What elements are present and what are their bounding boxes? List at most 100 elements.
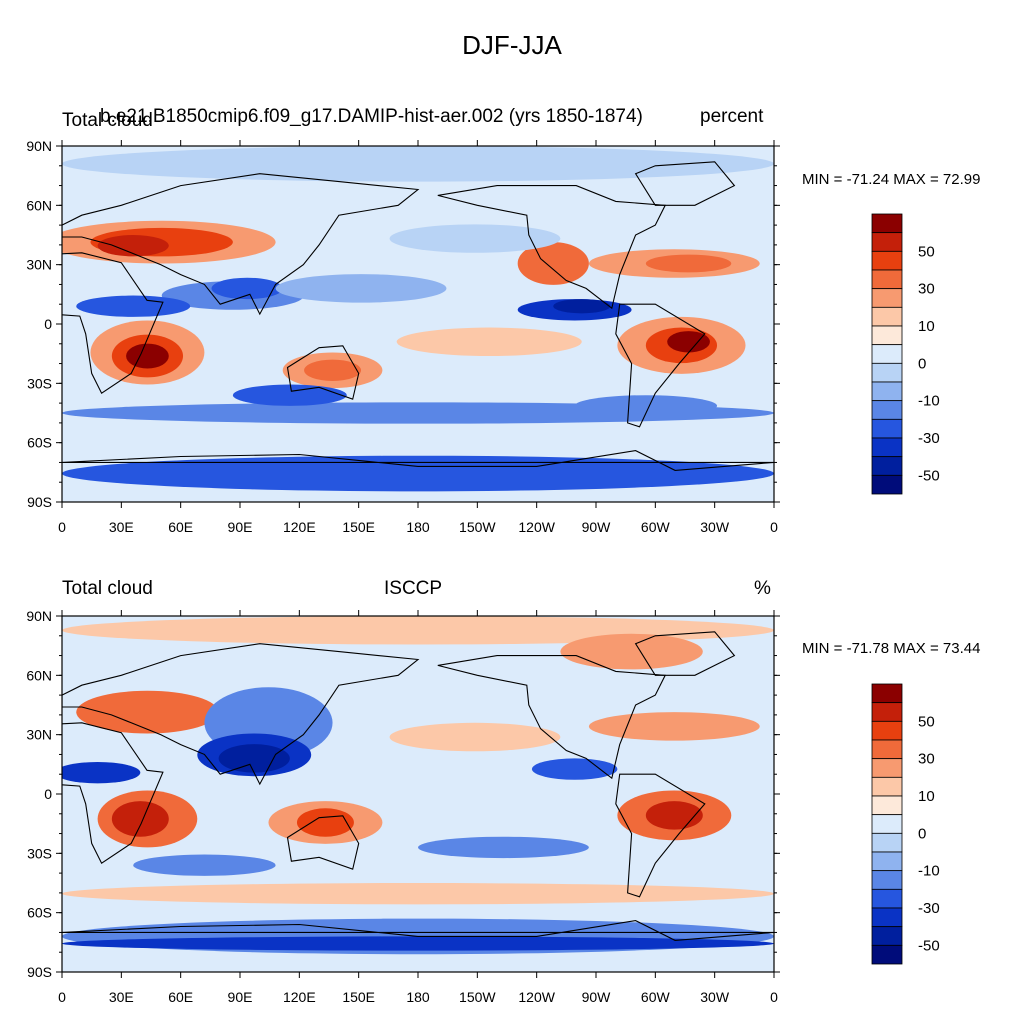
colorbar-swatch: [871, 250, 903, 271]
contour-region: [62, 936, 774, 951]
colorbar-swatch: [871, 418, 903, 439]
colorbar-label: 30: [918, 281, 935, 298]
panel-center-label: b.e21.B1850cmip6.f09_g17.DAMIP-hist-aer.…: [100, 106, 643, 127]
lat-tick-label: 0: [44, 786, 52, 802]
lon-tick-label: 180: [406, 989, 430, 1005]
colorbar-swatch: [871, 795, 903, 816]
colorbar-swatch: [871, 269, 903, 290]
lon-tick-label: 150W: [459, 519, 496, 535]
colorbar-swatch: [871, 232, 903, 252]
coastline: [634, 631, 736, 676]
contour-region: [531, 758, 618, 780]
colorbar-label: -30: [918, 900, 940, 917]
lat-tick-label: 30N: [26, 257, 52, 273]
colorbar-swatch: [871, 213, 903, 234]
lon-tick-label: 90E: [228, 519, 253, 535]
contour-region: [418, 836, 589, 859]
lat-tick-label: 60N: [26, 667, 52, 683]
contour-field: [62, 616, 774, 972]
lon-tick-label: 0: [58, 989, 66, 1005]
coastline: [62, 920, 774, 941]
lon-tick-label: 150W: [459, 989, 496, 1005]
lon-tick-label: 0: [58, 519, 66, 535]
lon-tick-label: 60W: [641, 989, 671, 1005]
colorbar-swatch: [871, 325, 903, 346]
contour-region: [62, 455, 774, 492]
lon-tick-label: 30W: [700, 989, 730, 1005]
min-max-stats: MIN = -71.24 MAX = 72.99: [802, 171, 981, 188]
lon-tick-label: 60W: [641, 519, 671, 535]
colorbar-swatch: [871, 851, 903, 872]
contour-region: [211, 277, 283, 300]
lon-tick-label: 90E: [228, 989, 253, 1005]
contour-region: [62, 883, 774, 905]
colorbar-label: -30: [918, 430, 940, 447]
colorbar: 50 30 10 0 -10 -30 -50: [871, 683, 940, 965]
contour-region: [389, 722, 561, 752]
lon-tick-label: 30E: [109, 519, 134, 535]
contour-region: [304, 359, 362, 381]
colorbar-swatch: [871, 683, 903, 704]
colorbar-swatch: [871, 344, 903, 364]
colorbar-swatch: [871, 944, 903, 965]
colorbar-label: -10: [918, 393, 940, 410]
contour-region: [232, 384, 347, 406]
colorbar-label: 0: [918, 355, 926, 372]
lat-tick-label: 30N: [26, 727, 52, 743]
panel-left-label: Total cloud: [62, 110, 153, 131]
contour-region: [296, 808, 354, 837]
colorbar-swatch: [871, 720, 903, 741]
lon-tick-label: 150E: [342, 519, 375, 535]
coastline: [634, 161, 736, 206]
lon-tick-label: 120W: [518, 989, 555, 1005]
lat-tick-label: 90S: [27, 964, 52, 980]
colorbar-label: -10: [918, 863, 940, 880]
panel-right-label: percent: [700, 106, 764, 127]
lon-tick-label: 0: [770, 519, 778, 535]
lon-tick-label: 150E: [342, 989, 375, 1005]
lat-tick-label: 0: [44, 316, 52, 332]
colorbar-label: 0: [918, 825, 926, 842]
colorbar-label: 10: [918, 788, 935, 805]
coastline: [437, 655, 667, 780]
colorbar-label: -50: [918, 937, 940, 954]
colorbar-swatch: [871, 400, 903, 420]
contour-region: [126, 343, 169, 369]
contour-region: [76, 690, 219, 734]
panel-right-label: %: [754, 578, 771, 599]
lat-tick-label: 90S: [27, 494, 52, 510]
coastline: [62, 450, 774, 471]
contour-region: [62, 761, 141, 784]
colorbar-swatch: [871, 870, 903, 890]
colorbar-label: 10: [918, 318, 935, 335]
contour-region: [97, 235, 169, 257]
panel-center-label: ISCCP: [384, 578, 443, 599]
min-max-stats: MIN = -71.78 MAX = 73.44: [802, 640, 981, 657]
coastline: [62, 252, 164, 395]
figure-title: DJF-JJA: [462, 30, 562, 60]
colorbar-swatch: [871, 362, 903, 383]
contour-region: [645, 254, 732, 273]
colorbar-swatch: [871, 437, 903, 458]
colorbar-swatch: [871, 907, 903, 928]
coastline: [437, 185, 667, 310]
colorbar-swatch: [871, 776, 903, 797]
lon-tick-label: 60E: [168, 989, 193, 1005]
colorbar-label: 30: [918, 751, 935, 768]
colorbar-swatch: [871, 381, 903, 402]
lon-tick-label: 30W: [700, 519, 730, 535]
coastline: [62, 722, 164, 865]
contour-region: [588, 712, 760, 741]
contour-region: [111, 801, 169, 837]
colorbar-swatch: [871, 739, 903, 760]
lat-tick-label: 90N: [26, 608, 52, 624]
lat-tick-label: 60S: [27, 435, 52, 451]
contour-region: [76, 295, 191, 317]
coastline: [62, 173, 420, 316]
colorbar-swatch: [871, 288, 903, 308]
panel-model: Total cloud b.e21.B1850cmip6.f09_g17.DAM…: [0, 0, 1024, 470]
colorbar-swatch: [871, 888, 903, 909]
coastline: [615, 773, 706, 898]
lat-tick-label: 30S: [27, 845, 52, 861]
